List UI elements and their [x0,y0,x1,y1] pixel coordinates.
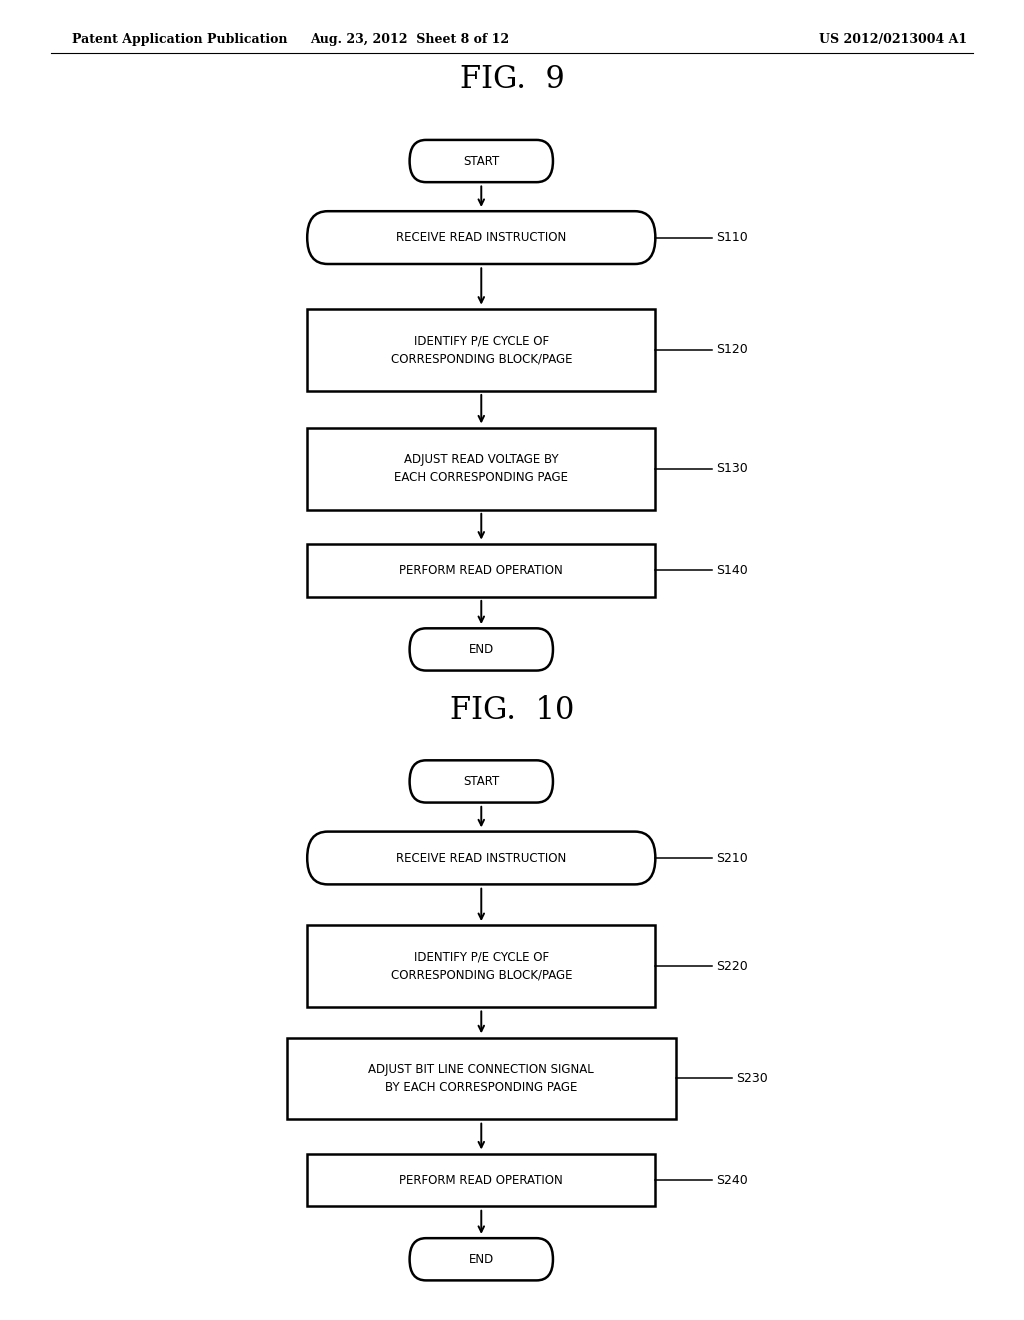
FancyBboxPatch shape [410,760,553,803]
FancyBboxPatch shape [307,925,655,1007]
Text: PERFORM READ OPERATION: PERFORM READ OPERATION [399,564,563,577]
Text: END: END [469,643,494,656]
Text: FIG.  9: FIG. 9 [460,63,564,95]
Text: RECEIVE READ INSTRUCTION: RECEIVE READ INSTRUCTION [396,231,566,244]
Text: S120: S120 [716,343,748,356]
Text: ADJUST READ VOLTAGE BY
EACH CORRESPONDING PAGE: ADJUST READ VOLTAGE BY EACH CORRESPONDIN… [394,453,568,484]
Text: Patent Application Publication: Patent Application Publication [72,33,287,46]
FancyBboxPatch shape [307,428,655,510]
Text: S240: S240 [716,1173,748,1187]
Text: S210: S210 [716,851,748,865]
FancyBboxPatch shape [287,1038,676,1119]
Text: RECEIVE READ INSTRUCTION: RECEIVE READ INSTRUCTION [396,851,566,865]
FancyBboxPatch shape [410,1238,553,1280]
Text: IDENTIFY P/E CYCLE OF
CORRESPONDING BLOCK/PAGE: IDENTIFY P/E CYCLE OF CORRESPONDING BLOC… [390,334,572,366]
Text: S110: S110 [716,231,748,244]
Text: PERFORM READ OPERATION: PERFORM READ OPERATION [399,1173,563,1187]
Text: S130: S130 [716,462,748,475]
Text: IDENTIFY P/E CYCLE OF
CORRESPONDING BLOCK/PAGE: IDENTIFY P/E CYCLE OF CORRESPONDING BLOC… [390,950,572,982]
Text: US 2012/0213004 A1: US 2012/0213004 A1 [819,33,968,46]
FancyBboxPatch shape [410,628,553,671]
Text: FIG.  10: FIG. 10 [450,694,574,726]
Text: S140: S140 [716,564,748,577]
FancyBboxPatch shape [410,140,553,182]
Text: Aug. 23, 2012  Sheet 8 of 12: Aug. 23, 2012 Sheet 8 of 12 [310,33,509,46]
Text: S230: S230 [736,1072,768,1085]
FancyBboxPatch shape [307,832,655,884]
FancyBboxPatch shape [307,544,655,597]
Text: START: START [463,775,500,788]
Text: S220: S220 [716,960,748,973]
FancyBboxPatch shape [307,211,655,264]
Text: ADJUST BIT LINE CONNECTION SIGNAL
BY EACH CORRESPONDING PAGE: ADJUST BIT LINE CONNECTION SIGNAL BY EAC… [369,1063,594,1094]
FancyBboxPatch shape [307,309,655,391]
FancyBboxPatch shape [307,1154,655,1206]
Text: START: START [463,154,500,168]
Text: END: END [469,1253,494,1266]
